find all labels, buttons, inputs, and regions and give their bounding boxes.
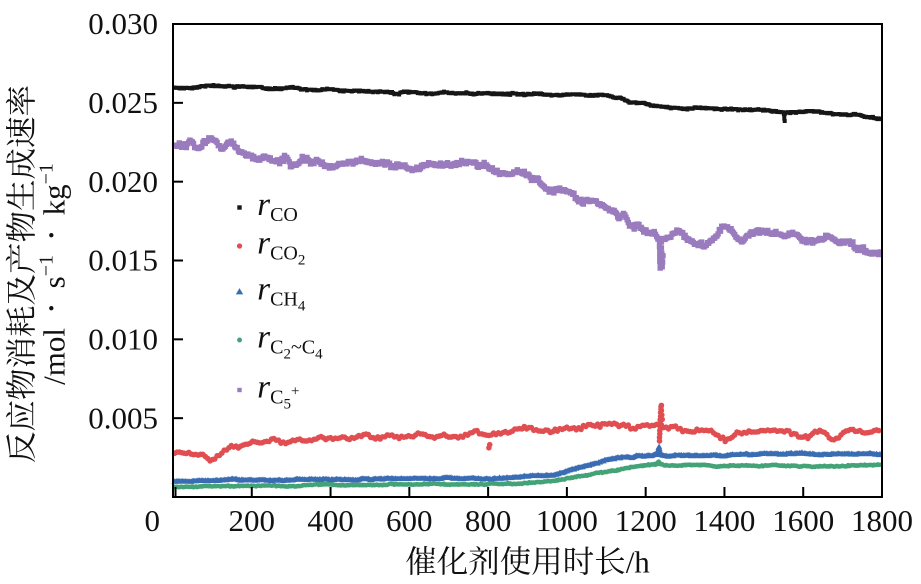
series-ch4-points [171, 443, 884, 484]
y-tick-label: 0.010 [88, 321, 158, 356]
legend-label-part: CO [270, 243, 298, 265]
y-axis-unit: /mol·s−1·kg−1 [32, 163, 73, 385]
legend: r COr CO 2r CH 4r C 2 ~ C 4r C 5+ [235, 187, 323, 413]
legend-label-part: 5 [284, 397, 292, 413]
y-axis-title-cjk [5, 86, 36, 462]
x-tick-label: 1000 [536, 503, 598, 538]
legend-marker-co [237, 205, 242, 210]
y-axis-unit-seg: −1 [36, 163, 58, 184]
legend-label-part: C [270, 387, 283, 409]
y-tick-label: 0.025 [88, 85, 158, 120]
legend-label-part: r [257, 370, 270, 406]
legend-item-ch4: r CH 4 [235, 272, 306, 315]
x-tick-label: 0 [145, 503, 161, 538]
x-tick-label: 1800 [851, 503, 913, 538]
x-tick-label: 600 [386, 503, 433, 538]
plot-border [172, 23, 883, 498]
legend-label-part: r [257, 226, 270, 262]
x-tick-label: 1200 [615, 503, 677, 538]
legend-label-part: 2 [284, 347, 292, 363]
legend-marker-co2 [236, 243, 243, 249]
y-tick-label: 0.015 [88, 243, 158, 278]
legend-marker-c2c4 [237, 337, 243, 343]
y-tick-label: 0.030 [88, 6, 158, 41]
legend-label-part: 2 [298, 253, 306, 269]
x-tick-label: 1600 [772, 503, 834, 538]
legend-label-part: 4 [298, 299, 306, 315]
legend-item-c5: r C 5+ [237, 370, 299, 413]
y-axis-unit-seg: /mol [37, 328, 72, 385]
series-c2c4-points [172, 459, 883, 490]
x-tick-label: 400 [307, 503, 354, 538]
legend-label-part: C [270, 337, 283, 359]
legend-marker-ch4 [235, 288, 244, 295]
x-axis-title-unit: /h [626, 545, 651, 580]
legend-label-part: CO [270, 204, 298, 226]
legend-label-part: 4 [315, 347, 323, 363]
series-co-points [172, 83, 883, 123]
y-axis: 0.005 0.010 0.015 0.020 0.025 0.030 [88, 6, 183, 435]
y-axis-unit-seg: kg [37, 184, 72, 215]
y-axis-unit-seg: · [32, 229, 73, 241]
legend-label-part: r [257, 320, 270, 356]
y-tick-label: 0.020 [88, 164, 158, 199]
y-tick-label: 0.005 [88, 400, 158, 435]
legend-label-part: CH [270, 289, 298, 311]
legend-label-part: ~ [291, 337, 302, 359]
legend-item-co2: r CO 2 [236, 226, 306, 269]
legend-marker-c5 [237, 387, 242, 393]
series-layer [171, 83, 884, 490]
legend-label-part: r [257, 272, 270, 308]
legend-label-part: C [302, 337, 315, 359]
x-axis: 0 200 400 600 800 1000 1200 1400 1600 1800 [145, 487, 913, 538]
legend-label-part: + [291, 384, 299, 400]
x-axis-title: /h [406, 545, 650, 580]
x-tick-label: 1400 [693, 503, 755, 538]
x-axis-title-cjk [406, 545, 625, 576]
y-axis-unit-seg: · [32, 302, 73, 314]
series-co2-points [171, 402, 882, 464]
legend-item-c2c4: r C 2 ~ C 4 [237, 320, 323, 363]
x-tick-label: 800 [465, 503, 512, 538]
y-axis-unit-seg: s [37, 276, 72, 288]
x-tick-label: 200 [229, 503, 276, 538]
y-axis-unit-seg: −1 [36, 255, 58, 276]
legend-item-co: r CO [237, 187, 298, 226]
legend-label-part: r [257, 187, 270, 223]
y-axis-title [5, 86, 36, 462]
